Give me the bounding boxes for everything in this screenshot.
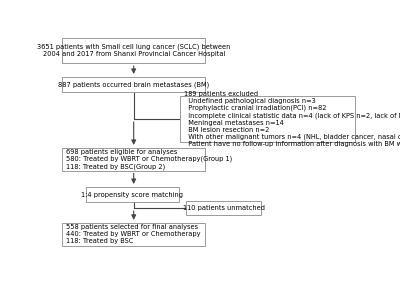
Text: 189 patients excluded
  Undefined pathological diagnosis n=3
  Prophylactic cran: 189 patients excluded Undefined patholog… [184,91,400,147]
FancyBboxPatch shape [62,38,205,63]
Text: 3651 patients with Small cell lung cancer (SCLC) between
2004 and 2017 from Shan: 3651 patients with Small cell lung cance… [37,44,230,58]
FancyBboxPatch shape [86,187,179,202]
FancyBboxPatch shape [62,223,205,246]
FancyBboxPatch shape [180,96,355,142]
FancyBboxPatch shape [62,77,205,92]
Text: 110 patients unmatched: 110 patients unmatched [183,205,265,211]
Text: 887 patients occurred brain metastases (BM): 887 patients occurred brain metastases (… [58,81,209,88]
Text: 558 patients selected for final analyses
440: Treated by WBRT or Chemotherapy
11: 558 patients selected for final analyses… [66,224,201,244]
FancyBboxPatch shape [62,148,205,171]
FancyBboxPatch shape [186,201,261,215]
Text: 1:4 propensity score matching: 1:4 propensity score matching [81,191,183,197]
Text: 698 patients eligible for analyses
580: Treated by WBRT or Chemotherapy(Group 1): 698 patients eligible for analyses 580: … [66,149,232,170]
